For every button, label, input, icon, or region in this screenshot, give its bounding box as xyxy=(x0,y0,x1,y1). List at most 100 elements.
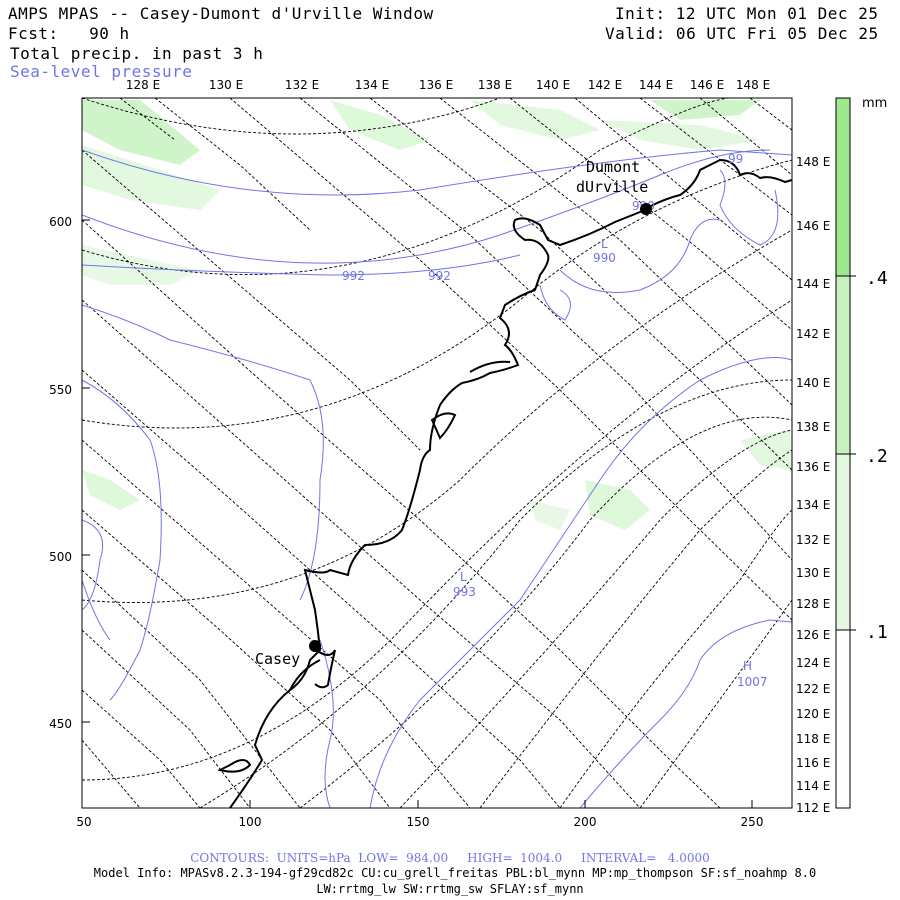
precip-area xyxy=(330,100,430,150)
coastline xyxy=(217,158,792,808)
pressure-contours xyxy=(82,149,792,808)
lon-label: 132 E xyxy=(285,78,319,92)
y-tick-label: 450 xyxy=(49,717,72,731)
isobar xyxy=(319,639,334,808)
colorbar-label: .4 xyxy=(866,268,888,289)
low-marker: L xyxy=(460,570,467,584)
init-time: Init: 12 UTC Mon 01 Dec 25 xyxy=(615,4,879,23)
x-axis-labels: 50 100 150 200 250 xyxy=(76,815,763,829)
lon-label: 130 E xyxy=(209,78,243,92)
precip-area xyxy=(585,480,650,530)
plot-frame xyxy=(81,97,793,809)
lon-label: 128 E xyxy=(126,78,160,92)
contour-label: 992 xyxy=(342,269,365,283)
colorbar: mm .4 .2 .1 xyxy=(835,96,888,809)
colorbar-unit: mm xyxy=(862,96,887,111)
field-slp-label: Sea-level pressure xyxy=(10,62,193,81)
lon-label: 146 E xyxy=(690,78,724,92)
colorbar-bin-low xyxy=(836,454,850,630)
right-lon-labels: 148 E 146 E 144 E 142 E 140 E 138 E 136 … xyxy=(796,155,830,815)
precip-area xyxy=(82,470,140,510)
lon-label: 130 E xyxy=(796,566,830,580)
contour-label: 990 xyxy=(593,251,616,265)
lon-label: 126 E xyxy=(796,628,830,642)
lon-label: 142 E xyxy=(588,78,622,92)
colorbar-bin-none xyxy=(836,630,850,808)
y-tick-label: 600 xyxy=(49,215,72,229)
x-tick-label: 200 xyxy=(574,815,597,829)
lon-label: 134 E xyxy=(355,78,389,92)
x-tick-label: 50 xyxy=(76,815,91,829)
y-tick-label: 550 xyxy=(49,383,72,397)
high-marker: H xyxy=(743,659,752,673)
contours-info: CONTOURS: UNITS=hPa LOW= 984.00 HIGH= 10… xyxy=(190,851,710,865)
x-tick-label: 250 xyxy=(741,815,764,829)
lon-label: 142 E xyxy=(796,327,830,341)
isobar xyxy=(82,149,792,196)
y-tick-label: 500 xyxy=(49,550,72,564)
graticule xyxy=(82,98,792,808)
isobar xyxy=(82,149,771,264)
dumont-label: Dumont xyxy=(586,158,640,176)
casey-label: Casey xyxy=(255,650,300,668)
lon-label: 134 E xyxy=(796,498,830,512)
contour-label: 99 xyxy=(728,152,743,166)
forecast-hour: Fcst: 90 h xyxy=(8,24,130,43)
model-info: Model Info: MPASv8.2.3-194-gf29cd82c CU:… xyxy=(93,866,817,880)
x-tick-label: 100 xyxy=(239,815,262,829)
lon-label: 116 E xyxy=(796,756,830,770)
lon-label: 138 E xyxy=(796,420,830,434)
lon-label: 144 E xyxy=(639,78,673,92)
lon-label: 124 E xyxy=(796,656,830,670)
durville-label: dUrville xyxy=(576,178,648,196)
x-axis-ticks xyxy=(81,219,753,808)
dumont-durville-station-marker[interactable] xyxy=(640,203,652,215)
y-axis-labels: 600 550 500 450 xyxy=(49,215,72,731)
valid-time: Valid: 06 UTC Fri 05 Dec 25 xyxy=(605,24,879,43)
isobar xyxy=(539,284,571,321)
colorbar-bin-mid xyxy=(836,276,850,454)
lon-label: 140 E xyxy=(796,376,830,390)
precip-area xyxy=(530,500,570,530)
lon-label: 138 E xyxy=(478,78,512,92)
lon-label: 148 E xyxy=(736,78,770,92)
lon-label: 112 E xyxy=(796,801,830,815)
lon-label: 132 E xyxy=(796,533,830,547)
lon-label: 146 E xyxy=(796,219,830,233)
lon-label: 136 E xyxy=(419,78,453,92)
physics-info: LW:rrtmg_lw SW:rrtmg_sw SFLAY:sf_mynn xyxy=(316,882,584,896)
colorbar-frame xyxy=(835,97,851,809)
lon-label: 144 E xyxy=(796,277,830,291)
colorbar-label: .1 xyxy=(866,622,888,643)
lon-label: 114 E xyxy=(796,779,830,793)
precip-area xyxy=(740,430,792,470)
precip-area xyxy=(82,245,200,285)
isobar xyxy=(82,579,111,641)
low-marker: L xyxy=(601,237,608,251)
isobar xyxy=(559,218,721,293)
contour-label: 992 xyxy=(428,269,451,283)
isobar xyxy=(82,379,162,701)
lon-label: 136 E xyxy=(796,460,830,474)
x-tick-label: 150 xyxy=(407,815,430,829)
isobar xyxy=(579,619,792,808)
isobar xyxy=(82,519,104,611)
lon-label: 120 E xyxy=(796,707,830,721)
stations: Casey Dumont dUrville xyxy=(255,158,652,668)
contour-label: 993 xyxy=(453,585,476,599)
precip-area xyxy=(470,100,600,140)
casey-station-marker[interactable] xyxy=(309,640,321,652)
map-title: AMPS MPAS -- Casey-Dumont d'Urville Wind… xyxy=(8,4,434,23)
top-lon-labels: 128 E 130 E 132 E 134 E 136 E 138 E 140 … xyxy=(126,78,770,92)
contour-label: 1007 xyxy=(737,675,768,689)
isobar xyxy=(82,254,521,276)
meridians xyxy=(82,98,792,808)
lon-label: 122 E xyxy=(796,682,830,696)
contour-labels: 992 992 990 99 99 L 990 L 993 H 1007 xyxy=(342,152,768,689)
isobar xyxy=(82,304,324,601)
precip-area xyxy=(650,100,760,120)
isobar xyxy=(719,169,779,246)
colorbar-label: .2 xyxy=(866,446,888,467)
precip-area xyxy=(82,100,200,165)
